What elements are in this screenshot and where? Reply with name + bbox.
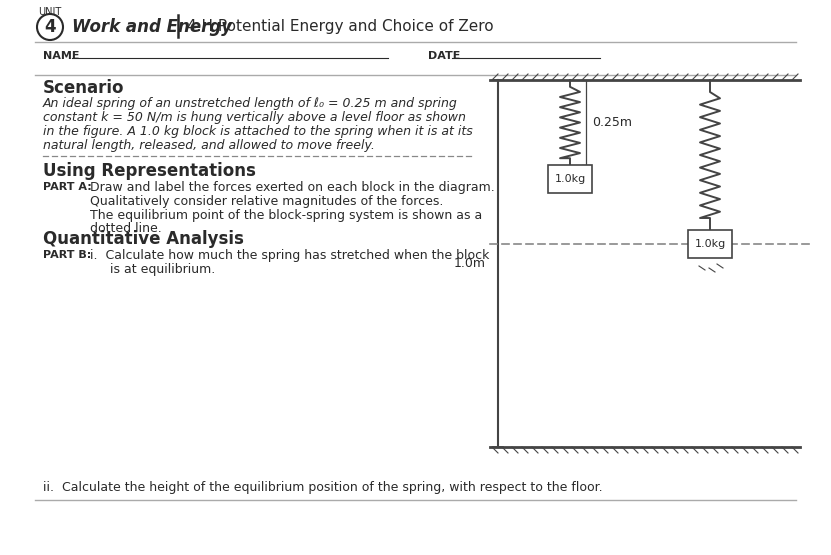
Circle shape (37, 14, 63, 40)
Text: An ideal spring of an unstretched length of ℓ₀ = 0.25 m and spring: An ideal spring of an unstretched length… (43, 97, 458, 109)
Text: Scenario: Scenario (43, 79, 125, 97)
Text: is at equilibrium.: is at equilibrium. (90, 263, 215, 275)
Text: 1.0kg: 1.0kg (695, 239, 725, 249)
Text: in the figure. A 1.0 kg block is attached to the spring when it is at its: in the figure. A 1.0 kg block is attache… (43, 124, 473, 138)
Text: Using Representations: Using Representations (43, 162, 256, 180)
Text: i.  Calculate how much the spring has stretched when the block: i. Calculate how much the spring has str… (90, 249, 489, 261)
Text: constant k = 50 N/m is hung vertically above a level floor as shown: constant k = 50 N/m is hung vertically a… (43, 110, 466, 124)
Text: dotted line.: dotted line. (90, 223, 162, 235)
Text: Qualitatively consider relative magnitudes of the forces.: Qualitatively consider relative magnitud… (90, 194, 444, 208)
Text: 4: 4 (44, 18, 56, 36)
Text: Draw and label the forces exerted on each block in the diagram.: Draw and label the forces exerted on eac… (90, 180, 494, 194)
Text: PART B:: PART B: (43, 250, 91, 260)
Text: Work and Energy: Work and Energy (72, 18, 232, 36)
Text: Quantitative Analysis: Quantitative Analysis (43, 230, 243, 248)
Text: 1.0m: 1.0m (454, 257, 486, 270)
Text: NAME: NAME (43, 51, 80, 61)
Text: The equilibrium point of the block-spring system is shown as a: The equilibrium point of the block-sprin… (90, 209, 482, 221)
Bar (548, 165, 592, 193)
Text: ii.  Calculate the height of the equilibrium position of the spring, with respec: ii. Calculate the height of the equilibr… (43, 481, 602, 493)
Text: DATE: DATE (428, 51, 460, 61)
Text: 0.25m: 0.25m (592, 116, 632, 129)
Text: natural length, released, and allowed to move freely.: natural length, released, and allowed to… (43, 139, 375, 152)
Text: UNIT: UNIT (38, 7, 61, 17)
Text: PART A:: PART A: (43, 182, 91, 192)
Bar (688, 230, 732, 258)
Text: 1.0kg: 1.0kg (554, 174, 586, 184)
Text: 4.H Potential Energy and Choice of Zero: 4.H Potential Energy and Choice of Zero (187, 19, 494, 34)
